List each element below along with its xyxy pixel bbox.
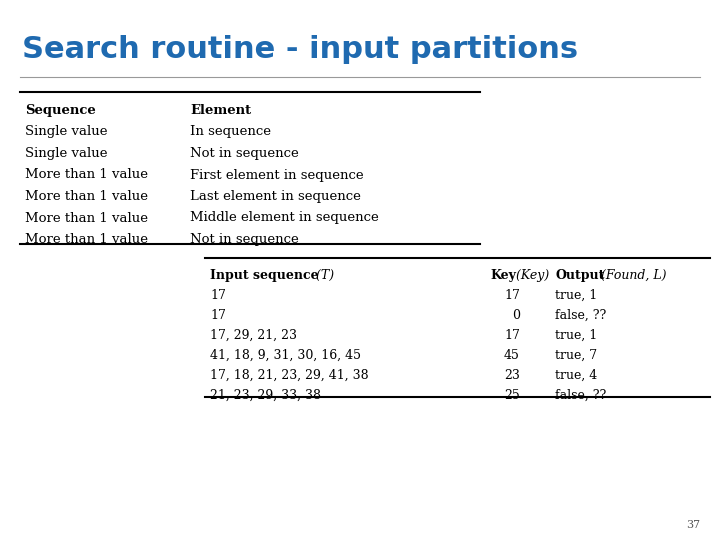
Text: 17, 29, 21, 23: 17, 29, 21, 23 [210, 329, 297, 342]
Text: 17: 17 [504, 289, 520, 302]
Text: 17: 17 [210, 289, 226, 302]
Text: More than 1 value: More than 1 value [25, 190, 148, 203]
Text: More than 1 value: More than 1 value [25, 233, 148, 246]
Text: Input sequence: Input sequence [210, 269, 319, 282]
Text: In sequence: In sequence [190, 125, 271, 138]
Text: 17: 17 [210, 309, 226, 322]
Text: 23: 23 [504, 369, 520, 382]
Text: false, ??: false, ?? [555, 389, 606, 402]
Text: true, 4: true, 4 [555, 369, 598, 382]
Text: Single value: Single value [25, 125, 107, 138]
Text: 21, 23, 29, 33, 38: 21, 23, 29, 33, 38 [210, 389, 321, 402]
Text: (Found, L): (Found, L) [597, 269, 667, 282]
Text: 41, 18, 9, 31, 30, 16, 45: 41, 18, 9, 31, 30, 16, 45 [210, 349, 361, 362]
Text: 45: 45 [504, 349, 520, 362]
Text: Middle element in sequence: Middle element in sequence [190, 212, 379, 225]
Text: More than 1 value: More than 1 value [25, 168, 148, 181]
Text: Output: Output [555, 269, 604, 282]
Text: Element: Element [190, 104, 251, 117]
Text: 17: 17 [504, 329, 520, 342]
Text: Not in sequence: Not in sequence [190, 147, 299, 160]
Text: true, 1: true, 1 [555, 329, 598, 342]
Text: Sequence: Sequence [25, 104, 96, 117]
Text: true, 7: true, 7 [555, 349, 597, 362]
Text: Last element in sequence: Last element in sequence [190, 190, 361, 203]
Text: 37: 37 [686, 520, 700, 530]
Text: false, ??: false, ?? [555, 309, 606, 322]
Text: Search routine - input partitions: Search routine - input partitions [22, 35, 578, 64]
Text: Single value: Single value [25, 147, 107, 160]
Text: 0: 0 [512, 309, 520, 322]
Text: Key: Key [490, 269, 516, 282]
Text: (Key): (Key) [512, 269, 549, 282]
Text: More than 1 value: More than 1 value [25, 212, 148, 225]
Text: First element in sequence: First element in sequence [190, 168, 364, 181]
Text: 17, 18, 21, 23, 29, 41, 38: 17, 18, 21, 23, 29, 41, 38 [210, 369, 369, 382]
Text: (T): (T) [312, 269, 334, 282]
Text: Not in sequence: Not in sequence [190, 233, 299, 246]
Text: true, 1: true, 1 [555, 289, 598, 302]
Text: 25: 25 [504, 389, 520, 402]
